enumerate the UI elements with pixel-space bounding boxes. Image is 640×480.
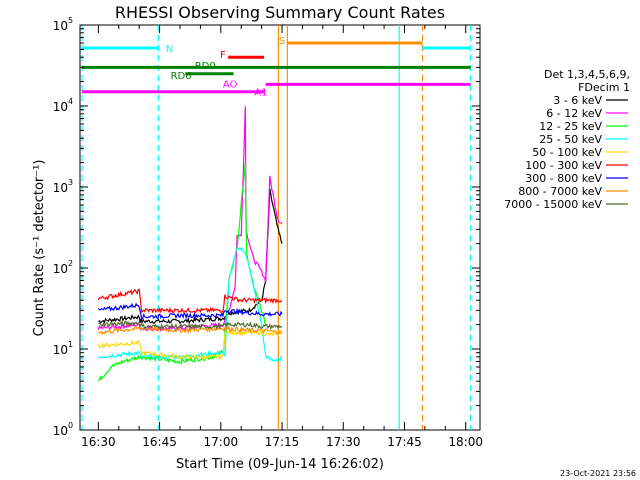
y-tick-exponent: 3 bbox=[68, 178, 73, 187]
legend-label: 7000 - 15000 keV bbox=[504, 198, 602, 211]
flag-label: N bbox=[166, 44, 173, 55]
series-line bbox=[97, 106, 283, 333]
series-line bbox=[98, 188, 283, 325]
series-line bbox=[98, 325, 283, 335]
x-tick-label: 17:45 bbox=[387, 435, 422, 449]
y-tick-exponent: 0 bbox=[68, 421, 73, 430]
y-tick-label: 10 bbox=[53, 262, 68, 276]
y-tick-label: 10 bbox=[53, 19, 68, 33]
chart-title: RHESSI Observing Summary Count Rates bbox=[115, 3, 445, 22]
y-tick-exponent: 5 bbox=[68, 16, 73, 25]
x-tick-label: 16:30 bbox=[81, 435, 116, 449]
x-axis-label: Start Time (09-Jun-14 16:26:02) bbox=[176, 457, 384, 472]
series-line bbox=[98, 320, 283, 331]
legend-header: Det 1,3,4,5,6,9, bbox=[544, 68, 630, 81]
legend-label: 12 - 25 keV bbox=[539, 120, 602, 133]
x-tick-label: 18:00 bbox=[448, 435, 483, 449]
y-tick-label: 10 bbox=[53, 181, 68, 195]
y-tick-exponent: 2 bbox=[68, 259, 73, 268]
y-tick-label: 10 bbox=[53, 100, 68, 114]
series-line bbox=[98, 246, 283, 364]
legend-header: FDecim 1 bbox=[578, 81, 630, 94]
flag-label: A1 bbox=[254, 88, 267, 99]
series-line bbox=[97, 288, 283, 314]
y-tick-label: 10 bbox=[53, 424, 68, 438]
legend-label: 6 - 12 keV bbox=[546, 107, 602, 120]
plot-frame bbox=[79, 24, 481, 431]
flag-label: RD0 bbox=[195, 61, 216, 72]
series-layer bbox=[97, 106, 283, 382]
y-tick-exponent: 1 bbox=[68, 340, 73, 349]
series-line bbox=[97, 328, 283, 361]
legend-label: 50 - 100 keV bbox=[532, 146, 602, 159]
flag-label: F bbox=[220, 50, 226, 61]
timestamp-label: 23-Oct-2021 23:56 bbox=[560, 469, 636, 478]
x-tick-label: 16:45 bbox=[142, 435, 177, 449]
legend-label: 800 - 7000 keV bbox=[518, 185, 602, 198]
flag-label: AO bbox=[223, 79, 238, 90]
y-tick-exponent: 4 bbox=[68, 97, 73, 106]
x-tick-label: 17:15 bbox=[265, 435, 300, 449]
legend-label: 25 - 50 keV bbox=[539, 133, 602, 146]
y-tick-label: 10 bbox=[53, 343, 68, 357]
legend-label: 3 - 6 keV bbox=[553, 94, 602, 107]
series-line bbox=[97, 163, 267, 382]
flag-label: S bbox=[279, 36, 285, 47]
x-tick-label: 17:00 bbox=[204, 435, 239, 449]
x-tick-label: 17:30 bbox=[326, 435, 361, 449]
plot-area bbox=[79, 24, 481, 431]
flag-label: RD6 bbox=[171, 71, 192, 82]
y-axis-label: Count Rate (s⁻¹ detector⁻¹) bbox=[32, 160, 47, 337]
series-line bbox=[97, 302, 283, 320]
legend-label: 300 - 800 keV bbox=[525, 172, 602, 185]
legend-label: 100 - 300 keV bbox=[525, 159, 602, 172]
